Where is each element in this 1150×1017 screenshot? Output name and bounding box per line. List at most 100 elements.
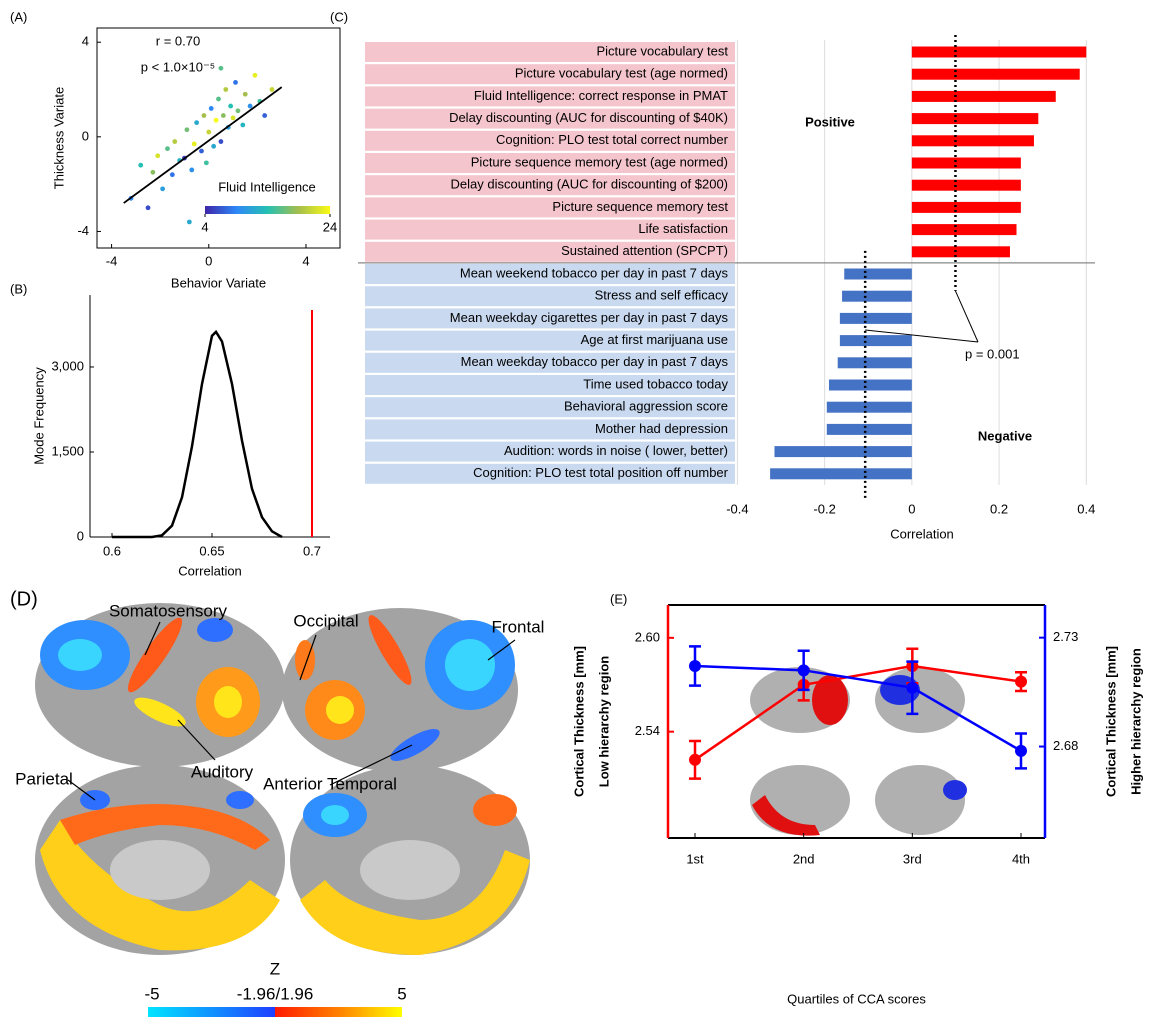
brain-medial-left [35,765,285,955]
annotation: p < 1.0×10⁻⁵ [141,59,215,74]
point [221,113,226,118]
density-line [112,332,282,537]
point [189,168,194,173]
x-axis-label: Quartiles of CCA scores [787,991,926,1006]
point [211,144,216,149]
y-tick-label: 1,500 [51,443,84,458]
colorbar [148,1007,402,1017]
bar [827,424,912,435]
point [248,104,253,109]
series-line [695,666,1021,751]
x-tick-label: -4 [106,253,118,268]
x-tick-label: 4th [1012,851,1030,866]
colorbar-tick-label: 4 [201,219,208,234]
point [1015,676,1027,688]
bar [829,380,912,391]
category-label: Cognition: PLO test total position off n… [473,465,729,480]
bar [912,180,1021,191]
series-name: Higher hierarchy region [1128,648,1143,795]
point [231,115,236,120]
bar [912,69,1080,80]
y-tick-label: 2.60 [635,629,660,644]
category-label: Stress and self efficacy [595,288,729,303]
bar [912,158,1021,169]
x-tick-label: 0.4 [1077,501,1095,516]
category-label: Fluid Intelligence: correct response in … [474,88,728,103]
threshold-label: p = 0.001 [965,346,1020,361]
colorbar [205,206,330,214]
category-label: Sustained attention (SPCPT) [561,243,728,258]
panel-label: (B) [10,281,27,296]
point [689,660,701,672]
colorbar-label: 5 [397,984,406,1003]
region-label: Frontal [492,617,545,636]
plot-frame [97,28,340,248]
point [219,139,224,144]
point [172,139,177,144]
panel-label: (C) [330,9,348,24]
y-axis-label: Cortical Thickness [mm] [571,646,586,797]
category-label: Time used tobacco today [583,376,728,391]
x-axis-label: Behavior Variate [171,275,266,290]
y-tick-label: 0 [82,128,89,143]
region-label: Somatosensory [109,601,228,620]
point [233,80,238,85]
colorbar-label: Fluid Intelligence [218,179,316,194]
category-label: Mother had depression [595,421,728,436]
category-label: Delay discounting (AUC for discounting o… [449,110,728,125]
region-label: Anterior Temporal [263,774,397,793]
brain-maps: (D) [10,588,544,1017]
y-axis-label: Mode Frequency [31,367,46,465]
x-axis-label: Correlation [178,563,242,578]
bar [770,468,912,479]
category-label: Mean weekend tobacco per day in past 7 d… [460,265,729,280]
category-label: Mean weekday tobacco per day in past 7 d… [461,354,729,369]
category-label: Picture vocabulary test (age normed) [515,66,728,81]
bar [842,291,912,302]
point [236,108,241,113]
point [219,66,224,71]
bar [912,202,1021,213]
category-label: Picture sequence memory test (age normed… [471,154,728,169]
y-tick-label: 3,000 [51,358,84,373]
point [194,120,199,125]
bar [827,402,912,413]
category-label: Behavioral aggression score [564,399,728,414]
region-label: Parietal [15,769,73,788]
figure: (D) [0,0,1150,1017]
point [253,73,258,78]
point [243,92,248,97]
bar [774,446,911,457]
y-axis-label: Cortical Thickness [mm] [1103,646,1118,797]
point [199,149,204,154]
x-tick-label: 3rd [903,851,922,866]
point [216,97,221,102]
bar [912,246,1010,257]
x-tick-label: -0.4 [726,501,748,516]
region-label: Occipital [293,611,358,630]
point [206,130,211,135]
category-label: Mean weekday cigarettes per day in past … [450,310,729,325]
category-label: Picture vocabulary test [596,43,728,58]
x-tick-label: 0 [908,501,915,516]
y-tick-label: -4 [77,223,89,238]
point [240,123,245,128]
point [262,113,267,118]
x-axis-label: Correlation [890,526,954,541]
x-tick-label: 4 [302,253,309,268]
x-tick-label: 2nd [793,851,815,866]
point [202,113,207,118]
bar [840,313,912,324]
region-label: Auditory [191,762,254,781]
colorbar-tick-label: 24 [323,219,337,234]
y2-tick-label: 2.68 [1053,738,1078,753]
point [146,205,151,210]
point [165,146,170,151]
x-tick-label: 0.7 [303,543,321,558]
x-tick-label: 0.6 [103,543,121,558]
group-label: Positive [805,114,855,129]
colorbar-label: -5 [144,984,159,1003]
point [138,163,143,168]
panel-label: (D) [10,588,38,610]
point [150,170,155,175]
